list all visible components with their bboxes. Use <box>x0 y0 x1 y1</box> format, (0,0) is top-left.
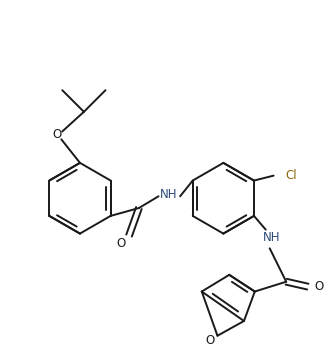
Text: O: O <box>53 128 62 141</box>
Text: NH: NH <box>263 231 280 244</box>
Text: O: O <box>117 237 126 250</box>
Text: O: O <box>205 334 214 347</box>
Text: Cl: Cl <box>285 169 297 182</box>
Text: NH: NH <box>160 188 177 201</box>
Text: O: O <box>315 280 324 293</box>
